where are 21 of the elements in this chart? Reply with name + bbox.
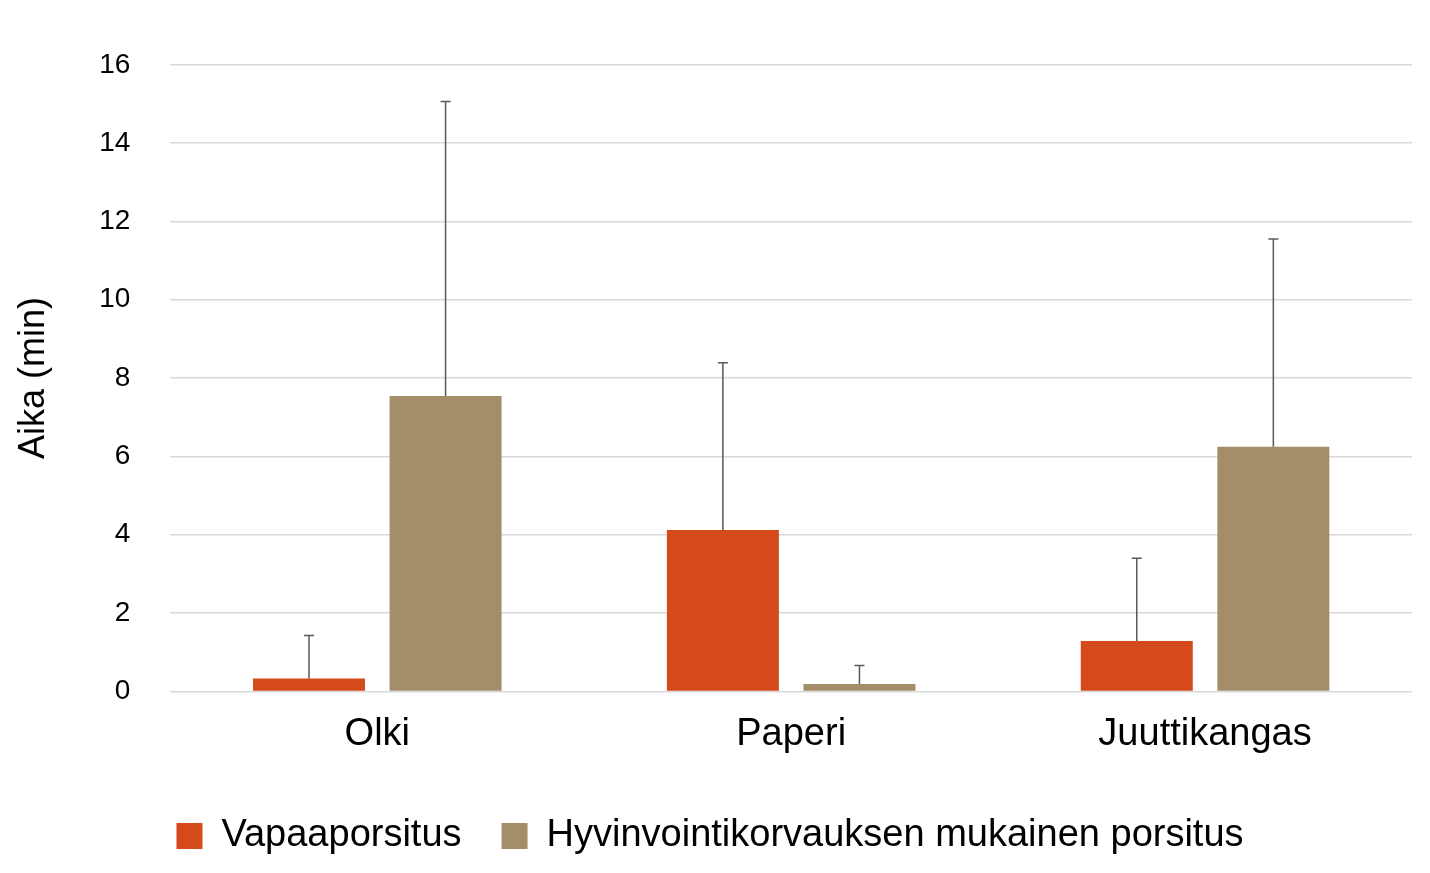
y-tick-label: 12 [99, 204, 131, 236]
y-tick-label: 4 [114, 517, 131, 549]
x-tick-label: Olki [344, 710, 411, 753]
y-tick-label: 6 [114, 439, 131, 471]
x-tick-label: Juuttikangas [1098, 710, 1312, 753]
y-tick-label: 10 [99, 282, 131, 314]
bar [1217, 446, 1330, 691]
legend-label: Hyvinvointikorvauksen mukainen porsitus [546, 812, 1244, 855]
bar [253, 678, 365, 691]
y-tick-label: 14 [99, 125, 131, 157]
y-tick-label: 2 [114, 595, 131, 627]
bar [803, 683, 916, 691]
bar [666, 530, 779, 691]
y-tick-label: 0 [114, 674, 131, 706]
y-axis-title: Aika (min) [10, 297, 52, 460]
x-tick-label: Paperi [736, 710, 847, 753]
y-tick-label: 8 [114, 360, 131, 392]
bar [389, 396, 502, 691]
y-tick-label: 16 [99, 47, 131, 79]
bar [1080, 640, 1193, 691]
legend-label: Vapaaporsitus [221, 812, 462, 855]
